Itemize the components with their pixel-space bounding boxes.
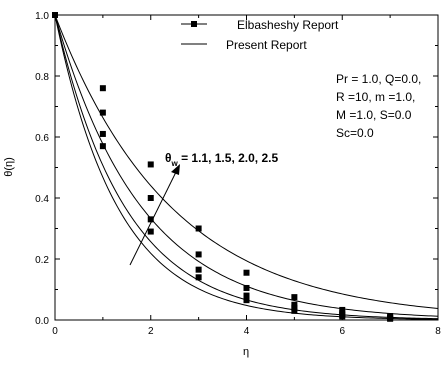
- x-tick-label: 2: [148, 326, 154, 337]
- data-point-marker: [195, 251, 202, 258]
- x-tick-label: 8: [435, 326, 441, 337]
- data-point-marker: [291, 301, 298, 308]
- data-point-marker: [291, 307, 298, 314]
- y-tick-label: 1.0: [35, 11, 49, 22]
- data-point-marker: [195, 274, 202, 281]
- series-markers: [52, 12, 394, 322]
- data-point-marker: [195, 266, 202, 273]
- data-point-marker: [195, 225, 202, 232]
- theta-annotation-symbol: θ: [165, 151, 172, 165]
- data-point-marker: [339, 310, 346, 317]
- legend-label-elbasheshy: Elbasheshy Report: [237, 18, 339, 32]
- data-point-marker: [147, 216, 154, 223]
- data-point-marker: [291, 294, 298, 301]
- data-point-marker: [243, 269, 250, 276]
- data-point-marker: [291, 304, 298, 311]
- series-line-0: [54, 14, 439, 320]
- legend-label-present: Present Report: [226, 38, 307, 52]
- x-tick-label: 4: [244, 326, 250, 337]
- data-point-marker: [99, 85, 106, 92]
- param-line-1: Pr = 1.0, Q=0.0,: [336, 72, 421, 86]
- axis-ticks: 0 2 4 6 8 0.0 0.2 0.4 0.6 0.8 1.0: [35, 11, 441, 337]
- legend-marker-elbasheshy: [191, 21, 197, 27]
- x-tick-label: 0: [52, 326, 58, 337]
- theta-annotation-values: = 1.1, 1.5, 2.0, 2.5: [178, 151, 279, 165]
- data-point-marker: [99, 109, 106, 116]
- data-point-marker: [147, 228, 154, 235]
- y-axis-title: θ(η): [3, 157, 15, 177]
- theta-arrow-head: [171, 164, 180, 175]
- theta-annotation-subscript: w: [171, 159, 179, 168]
- y-tick-label: 0.0: [35, 316, 49, 327]
- data-point-marker: [339, 306, 346, 313]
- theta-arrow-shaft: [129, 169, 178, 266]
- data-point-marker: [243, 297, 250, 304]
- data-point-marker: [243, 284, 250, 291]
- y-tick-label: 0.6: [35, 133, 49, 144]
- theta-annotation: θw = 1.1, 1.5, 2.0, 2.5: [129, 151, 278, 266]
- x-axis-title: η: [243, 346, 249, 358]
- data-point-marker: [243, 292, 250, 299]
- param-line-2: R =10, m =1.0,: [336, 90, 415, 104]
- legend: Elbasheshy Report Present Report: [181, 18, 339, 52]
- x-tick-label: 6: [339, 326, 345, 337]
- param-line-4: Sc=0.0: [336, 126, 374, 140]
- data-point-marker-origin: [52, 12, 58, 18]
- y-tick-label: 0.2: [35, 255, 49, 266]
- y-tick-label: 0.4: [35, 194, 49, 205]
- y-tick-label: 0.8: [35, 72, 49, 83]
- series-line-3: [54, 14, 439, 310]
- theta-annotation-label: θw = 1.1, 1.5, 2.0, 2.5: [165, 151, 278, 168]
- data-point-marker: [387, 313, 394, 320]
- data-point-marker: [147, 195, 154, 201]
- data-point-marker: [147, 161, 154, 168]
- data-point-marker: [99, 130, 106, 137]
- param-line-3: M =1.0, S=0.0: [336, 108, 412, 122]
- data-point-marker: [99, 143, 106, 150]
- parameters-block: Pr = 1.0, Q=0.0, R =10, m =1.0, M =1.0, …: [336, 72, 421, 140]
